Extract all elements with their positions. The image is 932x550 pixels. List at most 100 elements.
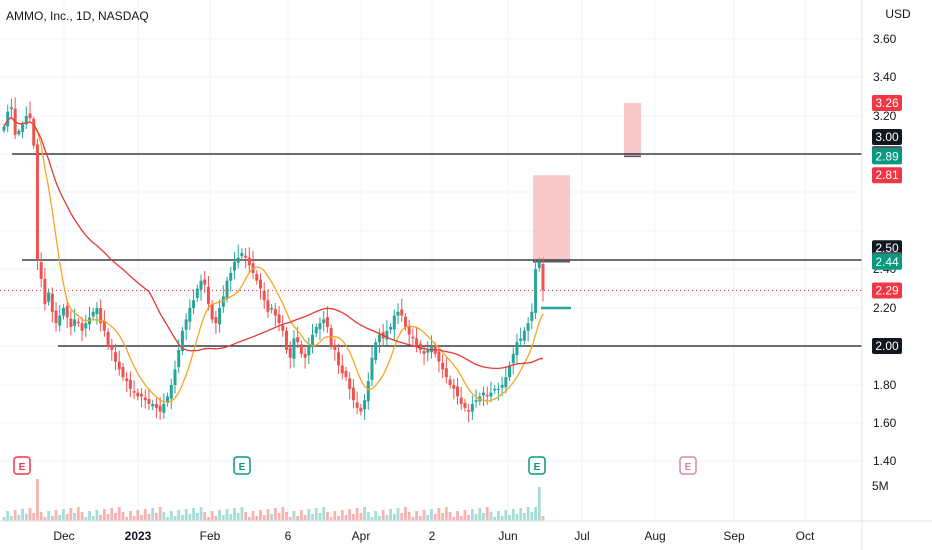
candle-body bbox=[500, 385, 504, 388]
volume-bar bbox=[24, 514, 28, 521]
candle-body bbox=[102, 320, 106, 331]
candle-body bbox=[489, 392, 493, 397]
candle-body bbox=[318, 323, 322, 330]
candle-body bbox=[307, 346, 311, 356]
candle-body bbox=[247, 257, 251, 266]
candle-body bbox=[374, 342, 378, 361]
candle-body bbox=[519, 338, 523, 342]
volume-bar bbox=[515, 514, 519, 521]
earnings-marker-label: E bbox=[19, 462, 26, 473]
candle-body bbox=[95, 308, 99, 315]
volume-bar bbox=[363, 507, 366, 521]
time-tick-label: Jun bbox=[498, 529, 517, 543]
volume-bar bbox=[47, 511, 51, 521]
candle-body bbox=[541, 263, 545, 291]
volume-bar bbox=[188, 514, 192, 521]
volume-bar bbox=[541, 516, 545, 521]
candle-body bbox=[6, 111, 10, 127]
candle-body bbox=[444, 368, 448, 378]
candle-body bbox=[463, 402, 467, 408]
time-axis[interactable]: Dec 2023 Feb 6 Apr 2 Jun Jul Aug Sep Oct bbox=[53, 529, 815, 543]
candle-body bbox=[84, 323, 88, 329]
candle-body bbox=[110, 344, 114, 350]
candle-body bbox=[441, 362, 445, 370]
candle-body bbox=[511, 353, 515, 364]
price-tag-label: 2.81 bbox=[875, 168, 899, 182]
candle-body bbox=[355, 402, 359, 408]
volume-bar bbox=[62, 509, 65, 521]
volume-bar bbox=[344, 515, 348, 521]
candle-body bbox=[154, 404, 158, 408]
price-tag bbox=[872, 338, 902, 354]
candle-body bbox=[2, 126, 6, 131]
volume-bar bbox=[430, 509, 433, 521]
candle-body bbox=[429, 346, 433, 353]
volume-bar bbox=[270, 514, 274, 521]
candle-body bbox=[470, 404, 474, 412]
candle-body bbox=[128, 379, 132, 389]
candle-body bbox=[147, 399, 151, 404]
candle-body bbox=[132, 391, 136, 393]
candle-body bbox=[65, 305, 69, 318]
candle-body bbox=[482, 392, 486, 396]
volume-bar bbox=[110, 508, 114, 521]
candle-body bbox=[210, 304, 214, 320]
candle-body bbox=[106, 331, 110, 346]
volume-bar bbox=[337, 516, 340, 521]
volume-bar bbox=[463, 510, 467, 521]
time-tick-label: Feb bbox=[200, 529, 221, 543]
volume-bar bbox=[523, 513, 526, 521]
volume-bar bbox=[54, 510, 58, 521]
candle-body bbox=[244, 255, 248, 258]
earnings-marker-label: E bbox=[239, 462, 246, 473]
volume-bar bbox=[359, 513, 363, 521]
candle-body bbox=[192, 300, 196, 308]
volume-bar bbox=[355, 508, 359, 521]
candle-body bbox=[69, 318, 73, 327]
candle-body bbox=[151, 404, 155, 407]
time-tick-label: Oct bbox=[796, 529, 815, 543]
volume-bar bbox=[470, 509, 474, 521]
time-tick-label: Jul bbox=[574, 529, 589, 543]
volume-bar bbox=[433, 514, 437, 521]
volume-bar bbox=[407, 512, 411, 521]
volume-bar bbox=[530, 512, 534, 521]
candle-body bbox=[225, 280, 229, 299]
time-tick-label: Apr bbox=[352, 529, 371, 543]
volume-bar bbox=[496, 511, 500, 521]
candle-body bbox=[411, 336, 415, 339]
candle-body bbox=[322, 319, 326, 324]
volume-bar bbox=[456, 511, 459, 521]
volume-bar bbox=[348, 509, 352, 521]
time-tick-label: 2023 bbox=[125, 529, 152, 543]
candle-body bbox=[262, 290, 266, 301]
volume-bar bbox=[411, 517, 415, 521]
currency-label: USD bbox=[885, 7, 911, 21]
volume-bar bbox=[366, 512, 370, 521]
candle-body bbox=[340, 365, 344, 374]
volume-bar bbox=[65, 514, 69, 521]
candle-body bbox=[206, 286, 210, 305]
volume-bar bbox=[326, 512, 329, 521]
candle-body bbox=[296, 337, 300, 343]
candle-body bbox=[266, 300, 270, 312]
volume-bar bbox=[255, 516, 259, 521]
candle-body bbox=[370, 357, 374, 380]
volume-bar bbox=[329, 517, 333, 521]
volume-bar bbox=[207, 517, 210, 521]
candle-body bbox=[188, 308, 192, 322]
time-tick-label: Aug bbox=[644, 529, 665, 543]
volume-bar bbox=[333, 511, 337, 521]
candle-body bbox=[76, 321, 80, 324]
candle-body bbox=[87, 317, 91, 325]
candle-body bbox=[114, 352, 118, 362]
candle-body bbox=[303, 353, 307, 358]
volume-bar bbox=[493, 517, 497, 521]
volume-bar bbox=[426, 515, 430, 521]
volume-bar bbox=[500, 516, 504, 521]
volume-scale-label: 5M bbox=[872, 479, 889, 493]
price-tick-label: 3.60 bbox=[873, 32, 897, 46]
time-tick-label: 6 bbox=[285, 529, 292, 543]
